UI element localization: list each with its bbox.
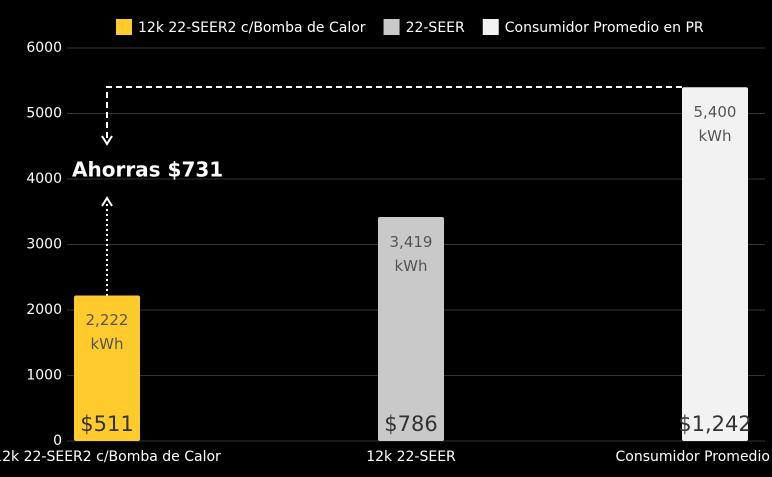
y-tick-label: 4000 (26, 171, 62, 187)
value-label: 2,222 kWh (85, 311, 129, 354)
bar (74, 295, 140, 441)
arrow-head (101, 135, 113, 146)
x-tick-label: 12k 22-SEER2 c/Bomba de Calor (0, 449, 221, 465)
legend-swatch (116, 19, 132, 35)
legend-label: Consumidor Promedio en PR (505, 20, 704, 36)
savings-arrow (106, 86, 682, 140)
legend-label: 12k 22-SEER2 c/Bomba de Calor (138, 20, 366, 36)
cost-label: $511 (80, 412, 133, 436)
legend-swatch (383, 19, 400, 35)
cost-label: $1,242 (678, 412, 751, 436)
x-tick-label: 12k 22-SEER (366, 449, 456, 465)
y-tick-label: 6000 (26, 40, 62, 56)
y-tick-label: 1000 (26, 368, 62, 384)
arrow-head (101, 196, 113, 207)
value-label: 3,419 kWh (389, 233, 433, 276)
bar (378, 217, 444, 441)
legend-label: 22-SEER (406, 20, 465, 36)
legend-swatch (482, 19, 499, 35)
cost-label: $786 (384, 412, 437, 436)
y-tick-label: 0 (53, 433, 62, 449)
y-tick-label: 2000 (26, 302, 62, 318)
y-tick-label: 5000 (26, 106, 62, 122)
value-label: 5,400 kWh (693, 103, 737, 146)
x-tick-label: Consumidor Promedio en PR (616, 449, 772, 465)
bar (682, 87, 748, 442)
annotation: Ahorras $731 (72, 158, 223, 182)
y-tick-label: 3000 (26, 237, 62, 253)
